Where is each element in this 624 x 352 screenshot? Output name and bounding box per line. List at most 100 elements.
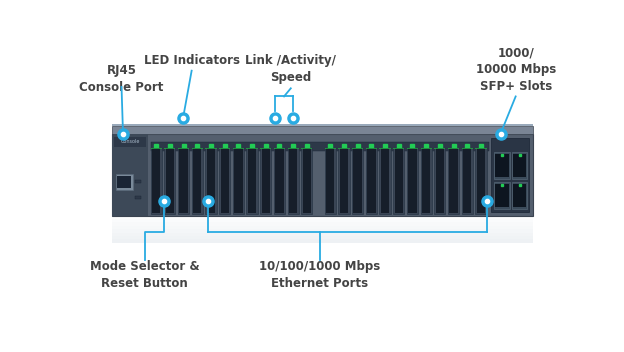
- Bar: [112, 239, 532, 243]
- Bar: [179, 149, 188, 213]
- Bar: [366, 148, 377, 149]
- Bar: [112, 216, 532, 219]
- Bar: [192, 148, 203, 149]
- Bar: [233, 148, 244, 214]
- Bar: [463, 149, 472, 213]
- Bar: [379, 148, 391, 214]
- Bar: [150, 142, 489, 151]
- Bar: [353, 149, 362, 213]
- Bar: [166, 149, 174, 213]
- Bar: [274, 148, 285, 214]
- Bar: [288, 148, 299, 214]
- Bar: [248, 149, 256, 213]
- Text: Console: Console: [120, 139, 140, 144]
- Bar: [112, 219, 532, 222]
- Bar: [449, 149, 458, 213]
- Bar: [393, 148, 404, 149]
- Bar: [352, 148, 363, 149]
- Bar: [301, 148, 313, 214]
- Bar: [366, 148, 377, 214]
- Bar: [340, 149, 348, 213]
- Bar: [178, 148, 189, 214]
- Bar: [260, 148, 271, 149]
- Bar: [462, 148, 473, 214]
- Bar: [492, 138, 529, 212]
- Bar: [381, 149, 389, 213]
- Bar: [421, 148, 432, 214]
- Bar: [274, 148, 285, 149]
- Bar: [512, 182, 527, 209]
- Bar: [150, 148, 162, 214]
- Bar: [152, 149, 160, 213]
- Bar: [352, 148, 363, 214]
- Bar: [164, 148, 175, 214]
- Text: 10/100/1000 Mbps
Ethernet Ports: 10/100/1000 Mbps Ethernet Ports: [259, 260, 381, 290]
- Bar: [246, 148, 258, 149]
- Bar: [207, 149, 215, 213]
- Bar: [219, 148, 230, 214]
- Bar: [135, 196, 141, 200]
- Bar: [112, 226, 532, 229]
- Bar: [326, 149, 334, 213]
- Text: 1000/
10000 Mbps
SFP+ Slots: 1000/ 10000 Mbps SFP+ Slots: [475, 46, 556, 93]
- Text: Mode Selector &
Reset Button: Mode Selector & Reset Button: [90, 260, 200, 290]
- Bar: [233, 148, 244, 149]
- Bar: [407, 148, 418, 214]
- Bar: [513, 184, 526, 207]
- Bar: [289, 149, 298, 213]
- Bar: [436, 149, 444, 213]
- Bar: [434, 148, 446, 214]
- Bar: [422, 149, 431, 213]
- Bar: [393, 148, 404, 214]
- Bar: [434, 148, 446, 149]
- Bar: [246, 148, 258, 214]
- Bar: [477, 149, 485, 213]
- Bar: [112, 134, 532, 216]
- Bar: [379, 148, 391, 149]
- Bar: [234, 149, 243, 213]
- Bar: [475, 148, 487, 149]
- Bar: [475, 148, 487, 214]
- Bar: [219, 148, 230, 149]
- Bar: [112, 236, 532, 239]
- Bar: [192, 148, 203, 214]
- Bar: [448, 148, 459, 214]
- Bar: [193, 149, 202, 213]
- Bar: [324, 148, 336, 149]
- Bar: [394, 149, 403, 213]
- Bar: [338, 148, 349, 149]
- Bar: [135, 180, 141, 183]
- Bar: [150, 148, 162, 149]
- Text: RJ45
Console Port: RJ45 Console Port: [79, 64, 163, 94]
- Bar: [112, 233, 532, 236]
- Bar: [367, 149, 376, 213]
- Bar: [114, 137, 146, 146]
- Bar: [112, 134, 148, 216]
- Bar: [494, 152, 510, 179]
- Bar: [117, 176, 131, 188]
- Bar: [205, 148, 217, 214]
- Bar: [288, 148, 299, 149]
- Bar: [448, 148, 459, 149]
- Bar: [421, 148, 432, 149]
- Bar: [112, 222, 532, 226]
- Bar: [301, 148, 313, 149]
- Bar: [408, 149, 417, 213]
- Bar: [112, 124, 532, 126]
- Bar: [164, 148, 175, 149]
- Bar: [220, 149, 229, 213]
- Bar: [338, 148, 349, 214]
- Bar: [303, 149, 311, 213]
- Bar: [260, 148, 271, 214]
- Bar: [178, 148, 189, 149]
- Bar: [495, 154, 509, 177]
- Bar: [112, 126, 532, 134]
- Bar: [495, 184, 509, 207]
- Bar: [513, 154, 526, 177]
- Bar: [462, 148, 473, 149]
- Bar: [275, 149, 284, 213]
- Bar: [115, 174, 133, 190]
- Bar: [407, 148, 418, 149]
- Bar: [324, 148, 336, 214]
- Bar: [494, 182, 510, 209]
